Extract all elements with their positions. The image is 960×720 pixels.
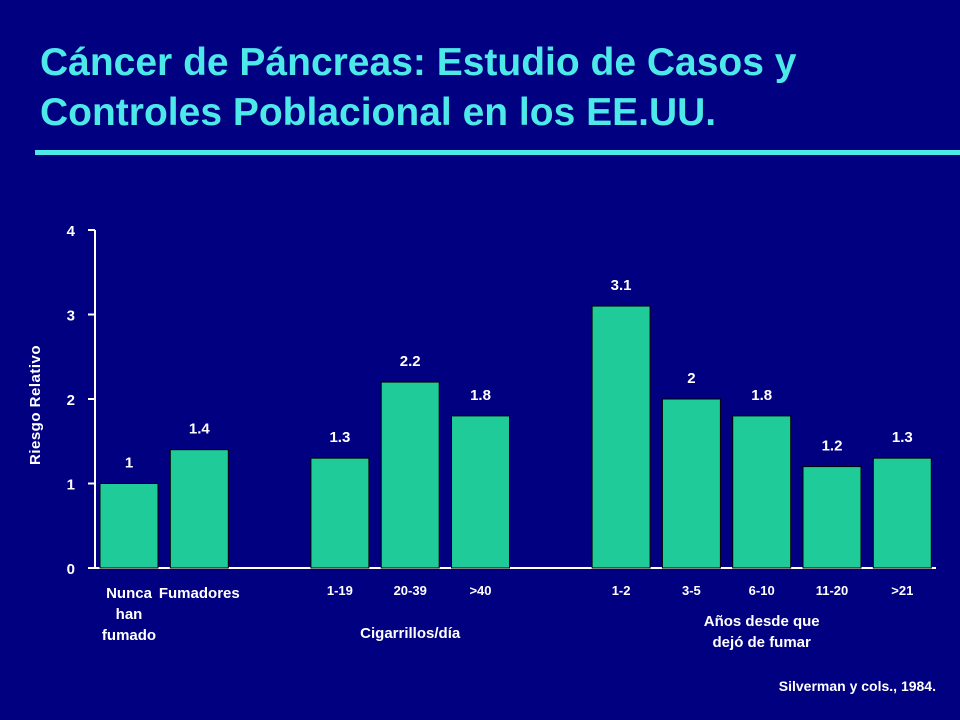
y-tick-label: 1: [67, 477, 75, 494]
bar: [169, 449, 229, 569]
x-category-label: 1-2: [612, 583, 631, 598]
bar-value-label: 2.2: [400, 353, 421, 370]
x-group-label: Cigarrillos/día: [360, 625, 461, 642]
x-category-label: fumado: [102, 627, 156, 644]
x-category-label: 11-20: [816, 583, 849, 598]
y-tick-label: 2: [67, 392, 75, 409]
x-group-label: dejó de fumar: [713, 634, 812, 651]
bar: [661, 398, 721, 569]
title-line-2: Controles Poblacional en los EE.UU.: [40, 91, 717, 134]
y-axis-title: Riesgo Relativo: [27, 345, 44, 465]
bar: [732, 415, 792, 569]
x-category-label: Nunca: [106, 585, 153, 602]
x-category-label: han: [116, 606, 143, 623]
y-tick-label: 3: [67, 308, 75, 325]
bar: [872, 457, 932, 569]
bar-value-label: 1.3: [892, 429, 913, 446]
source-citation: Silverman y cols., 1984.: [778, 678, 936, 694]
bar-value-label: 1.3: [329, 429, 350, 446]
x-category-label: Fumadores: [159, 585, 240, 602]
bar: [99, 483, 159, 569]
y-tick-label: 4: [67, 223, 76, 240]
title-line-1: Cáncer de Páncreas: Estudio de Casos y: [40, 41, 797, 84]
y-tick-label: 0: [67, 561, 75, 578]
bar-value-label: 3.1: [611, 277, 632, 294]
x-group-label: Años desde que: [704, 613, 820, 630]
x-category-label: >21: [891, 583, 913, 598]
bar-value-label: 1.4: [189, 421, 211, 438]
x-category-label: 6-10: [749, 583, 775, 598]
x-category-label: >40: [469, 583, 491, 598]
bar: [591, 305, 651, 569]
bar-value-label: 1.8: [470, 387, 491, 404]
bar: [451, 415, 510, 569]
bar-value-label: 1: [125, 455, 133, 472]
x-category-label: 1-19: [327, 583, 353, 598]
title-underline: [35, 150, 960, 155]
x-category-label: 3-5: [682, 583, 701, 598]
bar: [802, 466, 862, 569]
page-title: Cáncer de Páncreas: Estudio de Casos y C…: [40, 38, 920, 138]
bar: [310, 457, 370, 569]
bar-value-label: 1.8: [751, 387, 772, 404]
bar-value-label: 1.2: [822, 438, 843, 455]
x-category-label: 20-39: [394, 583, 427, 598]
bar-value-label: 2: [687, 370, 695, 387]
bar: [380, 381, 440, 569]
